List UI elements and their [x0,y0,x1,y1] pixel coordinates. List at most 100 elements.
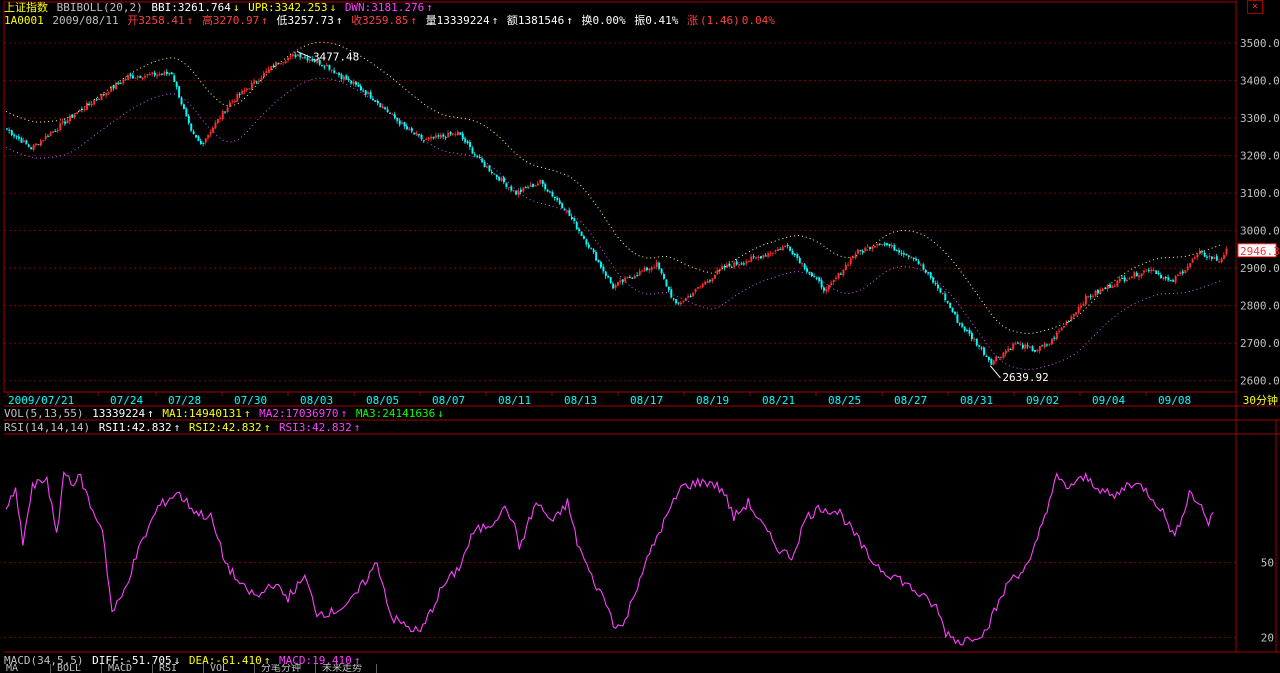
date-tick-label: 08/03 [300,394,333,407]
candle [221,110,224,120]
candle [568,209,571,216]
candle [136,76,139,78]
candle [721,265,724,269]
date-tick-label: 08/07 [432,394,465,407]
candle [490,172,493,174]
candle [93,100,96,105]
candle [246,88,248,90]
candle [1109,284,1112,288]
candle [1000,356,1003,359]
candle [88,103,91,105]
candle [403,122,406,127]
candle [224,111,227,113]
up-arrow-icon: ↑ [340,407,348,420]
close-icon[interactable]: × [1247,0,1263,14]
candle [374,100,377,102]
candle [464,138,467,143]
candle [299,53,302,58]
indicator-tab[interactable]: MACD [102,664,153,673]
candle [1177,274,1180,276]
candle [1031,346,1034,352]
candle [1160,274,1163,279]
candle [335,73,338,75]
candle [1184,270,1187,273]
indicator-tab[interactable]: 分笔分钟 [255,664,316,673]
down-arrow-icon: ↓ [437,407,444,420]
candle [505,183,508,187]
candle [1058,330,1061,332]
candle [866,246,869,248]
candle [1080,305,1083,308]
candle [495,174,498,177]
candle [823,287,826,291]
rsi-tick-label: 50 [1261,557,1274,570]
indicator-tab[interactable]: MA [0,664,51,673]
header-line-1: 上证指数 BBIBOLL(20,2) BBI:3261.764 ↓ UPR:334… [4,1,435,14]
index-title: 上证指数 [4,1,48,14]
date-tick-label: 09/04 [1092,394,1125,407]
candle [1167,277,1170,281]
indicator-tab[interactable]: 未来走势 [316,664,377,673]
vol-ma3: MA3:24141636 [355,407,436,420]
candle [144,75,147,78]
candle [367,91,370,94]
candle [713,274,716,279]
candle [789,246,792,251]
candle [990,358,993,365]
candle [1065,321,1068,326]
candle [520,189,522,192]
candle [158,74,161,76]
candle [95,99,98,101]
candle [694,288,697,292]
candle [578,228,581,232]
candle [20,138,23,143]
candle [163,71,166,75]
indicator-tab[interactable]: VOL [204,664,255,673]
vol-indicator-line: VOL(5,13,55) 13339224 ↑ MA1:14940131 ↑ MA2… [4,407,446,420]
candle [15,136,18,138]
candle [260,78,263,80]
date-tick-label: 08/25 [828,394,861,407]
candle [726,264,729,268]
candle [476,155,479,158]
candle [119,82,122,84]
candle [621,279,624,282]
candle [275,62,278,67]
candle [52,131,55,133]
candle [1133,272,1136,278]
date-tick-label: 07/30 [234,394,267,407]
candle [711,278,714,282]
candle [907,255,910,257]
date-tick-label: 08/21 [762,394,795,407]
candles-group [6,51,1228,366]
candle [992,360,995,365]
candle [340,74,343,79]
candle [840,273,843,275]
indicator-tab[interactable]: RSI [153,664,204,673]
candle [1075,312,1078,315]
price-tick-label: 2700.00 [1240,337,1280,350]
candle [212,127,215,133]
candle [585,239,588,245]
candle [857,249,859,254]
candle [723,265,726,268]
candle [1138,275,1141,278]
candle [966,329,969,331]
candle [580,231,583,236]
candle [391,113,394,115]
candle [890,244,893,247]
indicator-tab[interactable]: BOLL [51,664,102,673]
candle [124,78,127,80]
candle [347,78,350,80]
candle [573,218,576,222]
rsi3-value: RSI3:42.832 [278,421,352,434]
candle [1106,285,1109,289]
candle [646,267,649,271]
candle [1135,272,1138,277]
candle [798,257,801,264]
candle [1191,259,1194,263]
candle [466,141,469,144]
candle [793,254,796,256]
